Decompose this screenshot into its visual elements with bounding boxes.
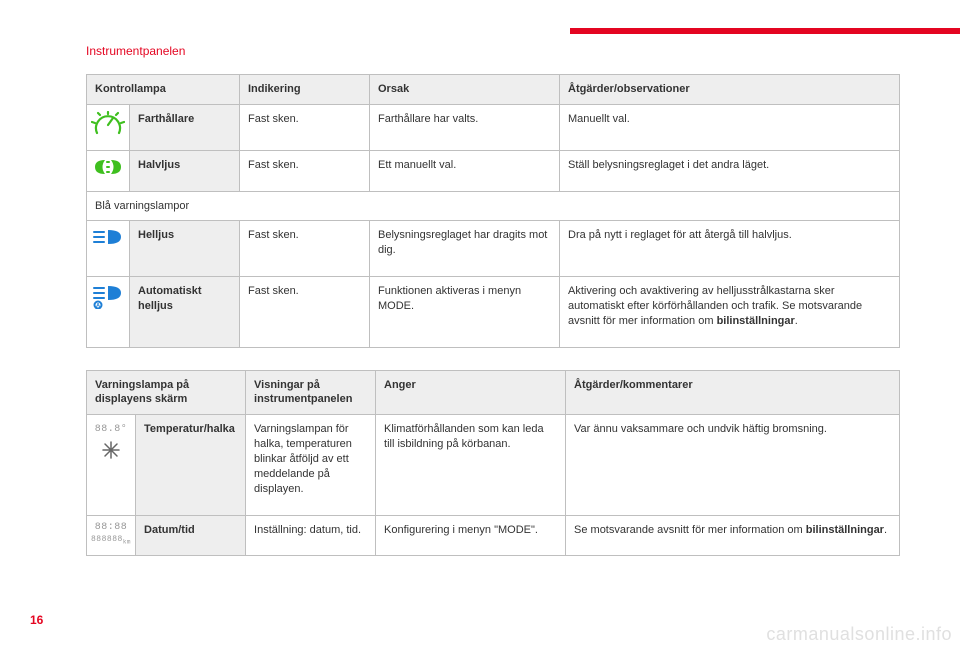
svg-text:A: A [96, 304, 101, 310]
table-row: A Automatiskt helljus Fast sken. Funktio… [87, 277, 900, 348]
th-varningslampa: Varningslampa på displayens skärm [87, 370, 246, 415]
lamp-cause: Belysningsreglaget har dragits mot dig. [370, 221, 560, 277]
lamp-action: Var ännu vaksammare och undvik häftig br… [566, 415, 900, 515]
icon-cell [87, 104, 130, 150]
th-atgarder: Åtgärder/observationer [560, 75, 900, 105]
lamp-name: Farthållare [130, 104, 240, 150]
lamp-name: Halvljus [130, 150, 240, 191]
accent-bar [570, 28, 960, 34]
lamp-cause: Klimatförhållanden som kan leda till isb… [376, 415, 566, 515]
th-atgarder2: Åtgärder/kommentarer [566, 370, 900, 415]
lamp-cause: Funktionen aktiveras i menyn MODE. [370, 277, 560, 348]
low-beam-icon [91, 157, 125, 182]
th-indikering: Indikering [240, 75, 370, 105]
icon-cell [87, 150, 130, 191]
lamp-name: Automatiskt helljus [130, 277, 240, 348]
action-text-post: . [795, 315, 798, 327]
watermark: carmanualsonline.info [766, 624, 952, 645]
table-row: 88.8° Temperatur/halka Varningslampan fö… [87, 415, 900, 515]
action-text-post: . [884, 524, 887, 536]
icon-cell: A [87, 277, 130, 348]
th-orsak: Orsak [370, 75, 560, 105]
action-text-bold: bilinställningar [717, 315, 795, 327]
date-time-icon: 88:88888888km [91, 522, 131, 546]
auto-high-beam-icon: A [91, 283, 125, 314]
warning-lamps-table: Kontrollampa Indikering Orsak Åtgärder/o… [86, 74, 900, 348]
table1-header-row: Kontrollampa Indikering Orsak Åtgärder/o… [87, 75, 900, 105]
action-text-pre: Aktivering och avaktivering av helljusst… [568, 285, 862, 327]
th-visningar: Visningar på instrumentpanelen [246, 370, 376, 415]
lamp-name: Datum/tid [136, 515, 246, 556]
subheader-text: Blå varningslampor [87, 191, 900, 221]
icon-cell [87, 221, 130, 277]
th-kontrollampa: Kontrollampa [87, 75, 240, 105]
table-row: Farthållare Fast sken. Farthållare har v… [87, 104, 900, 150]
lamp-action: Se motsvarande avsnitt för mer informati… [566, 515, 900, 556]
action-text-bold: bilinställningar [806, 524, 884, 536]
action-text-pre: Se motsvarande avsnitt för mer informati… [574, 524, 806, 536]
icon-cell: 88:88888888km [87, 515, 136, 556]
high-beam-icon [91, 227, 125, 252]
lamp-action: Aktivering och avaktivering av helljusst… [560, 277, 900, 348]
page-content: Instrumentpanelen Kontrollampa Indikerin… [0, 0, 960, 608]
table1-subheader: Blå varningslampor [87, 191, 900, 221]
lamp-cause: Ett manuellt val. [370, 150, 560, 191]
lamp-indication: Inställning: datum, tid. [246, 515, 376, 556]
th-anger: Anger [376, 370, 566, 415]
icon-cell: 88.8° [87, 415, 136, 515]
cruise-control-icon [91, 111, 125, 144]
table-row: 88:88888888km Datum/tid Inställning: dat… [87, 515, 900, 556]
lamp-cause: Konfigurering i menyn "MODE". [376, 515, 566, 556]
display-lamps-table: Varningslampa på displayens skärm Visnin… [86, 370, 900, 557]
lamp-indication: Fast sken. [240, 221, 370, 277]
table-row: Halvljus Fast sken. Ett manuellt val. St… [87, 150, 900, 191]
lamp-action: Dra på nytt i reglaget för att återgå ti… [560, 221, 900, 277]
lamp-name: Helljus [130, 221, 240, 277]
lamp-indication: Fast sken. [240, 104, 370, 150]
lamp-action: Ställ belysningsreglaget i det andra läg… [560, 150, 900, 191]
table-row: Helljus Fast sken. Belysningsreglaget ha… [87, 221, 900, 277]
lamp-indication: Varningslampan för halka, temperaturen b… [246, 415, 376, 515]
lamp-indication: Fast sken. [240, 277, 370, 348]
lamp-action: Manuellt val. [560, 104, 900, 150]
lamp-name: Temperatur/halka [136, 415, 246, 515]
page-number: 16 [30, 613, 43, 627]
lamp-cause: Farthållare har valts. [370, 104, 560, 150]
section-title: Instrumentpanelen [86, 44, 900, 58]
temperature-ice-icon: 88.8° [95, 421, 128, 465]
lamp-indication: Fast sken. [240, 150, 370, 191]
table2-header-row: Varningslampa på displayens skärm Visnin… [87, 370, 900, 415]
